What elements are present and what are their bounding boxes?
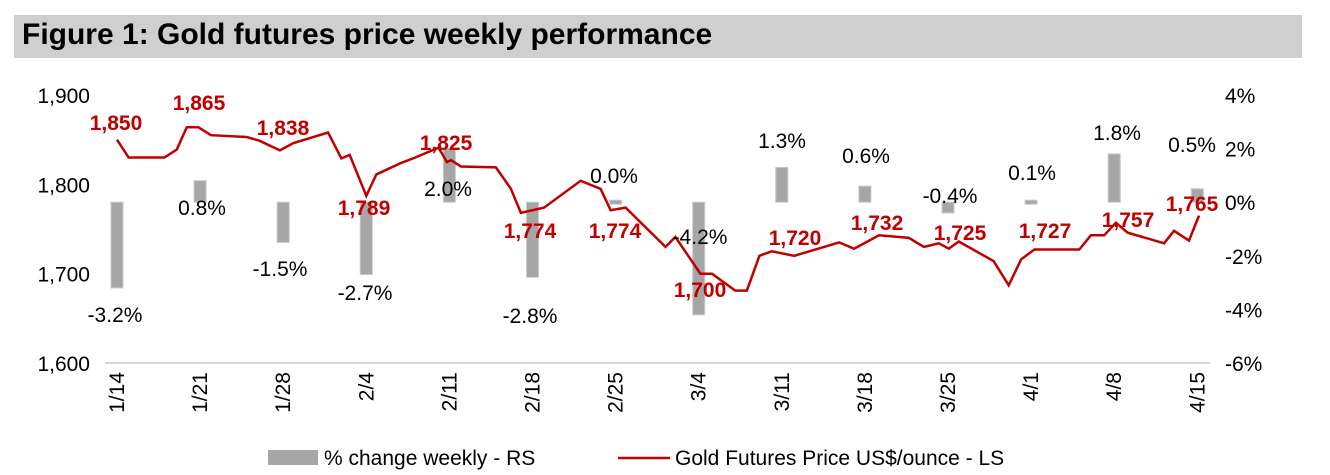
bar-mark [110,201,124,289]
right-axis-tick-label: -2% [1225,246,1262,269]
line-data-label: 1,850 [90,112,143,135]
right-axis-tick-label: -6% [1225,353,1262,376]
x-axis-tick-label: 4/15 [1186,372,1209,413]
bar-data-label: 0.6% [842,145,890,168]
bar-mark [941,201,955,214]
bar-mark [193,180,207,203]
line-series [115,125,1201,292]
line-data-label: 1,725 [934,222,987,245]
left-axis-tick-label: 1,900 [37,85,90,108]
x-axis-tick-label: 3/18 [854,372,877,413]
figure-title-bar: Figure 1: Gold futures price weekly perf… [14,15,1302,58]
x-axis-tick-label: 4/1 [1020,372,1043,401]
figure-title: Figure 1: Gold futures price weekly perf… [22,18,713,51]
bar-data-label: 0.1% [1008,162,1056,185]
bar-data-label: 0.0% [590,165,638,188]
bar-data-label: 0.5% [1168,134,1216,157]
x-axis-tick-label: 2/18 [522,372,545,413]
line-data-label: 1,727 [1019,220,1072,243]
bar-data-label: 2.0% [424,178,472,201]
line-data-label: 1,865 [173,92,226,115]
x-axis-tick-label: 1/28 [272,372,295,413]
line-data-label: 1,757 [1102,209,1155,232]
bar-data-label: -2.8% [503,305,558,328]
x-axis-tick-label: 1/14 [106,372,129,413]
x-axis-tick-label: 2/11 [438,372,461,411]
line-data-label: 1,774 [504,220,557,243]
x-axis-tick-label: 3/4 [688,372,711,402]
right-axis-tick-label: 0% [1225,192,1255,215]
bar-data-label: 0.8% [178,197,226,220]
bar-mark [276,201,290,243]
line-data-label: 1,838 [257,117,310,140]
line-data-label: 1,789 [338,197,391,220]
bar-mark [858,185,872,203]
left-axis-tick-label: 1,700 [37,264,90,287]
bar-data-label: -0.4% [923,185,978,208]
right-axis-tick-label: 2% [1225,139,1255,162]
bar-mark [775,166,789,203]
bar-mark [1024,199,1038,205]
line-data-label: 1,700 [674,279,727,302]
axis-layer: 1,600 1,700 1,800 1,900 -6% -4% -2% 0% 2% 4% 1/14 1… [37,85,1262,413]
bar-mark [609,199,623,205]
bar-data-label: 1.8% [1093,122,1141,145]
legend: % change weekly - RS Gold Futures Price … [268,447,1004,470]
legend-bar-label: % change weekly - RS [324,447,535,470]
line-data-label: 1,720 [769,227,822,250]
left-axis-tick-label: 1,600 [37,353,90,376]
bar-data-label: 1.3% [758,130,806,153]
bar-series [110,148,1204,316]
x-axis-tick-label: 2/25 [605,372,628,413]
x-axis-tick-label: 4/8 [1103,372,1126,401]
legend-line-label: Gold Futures Price US$/ounce - LS [675,447,1004,470]
line-data-label: 1,732 [851,212,904,235]
legend-bar-swatch [268,450,318,465]
line-data-label: 1,774 [589,220,642,243]
right-axis-tick-label: 4% [1225,85,1255,108]
bar-data-label: -4.2% [673,226,728,249]
right-axis-tick-label: -4% [1225,299,1262,322]
bar-mark [1107,153,1121,203]
bar-data-label: -1.5% [253,258,308,281]
x-axis-tick-label: 2/4 [355,372,378,402]
line-data-label: 1,825 [420,132,473,155]
x-axis-tick-label: 3/11 [771,372,794,411]
bar-mark [1190,188,1204,203]
left-axis-tick-label: 1,800 [37,174,90,197]
x-axis-tick-label: 1/21 [189,372,212,413]
bar-mark [359,201,373,276]
bar-data-label: -2.7% [338,282,393,305]
bar-mark [692,201,706,316]
price-line [115,125,1201,292]
data-labels: -3.2% 0.8% -1.5% -2.7% 2.0% -2.8% 0.0% -4.2% 1.3… [88,92,1219,328]
bar-data-label: -3.2% [88,304,143,327]
x-axis-tick-label: 3/25 [937,372,960,413]
line-data-label: 1,765 [1166,193,1219,216]
bar-mark [526,201,539,278]
